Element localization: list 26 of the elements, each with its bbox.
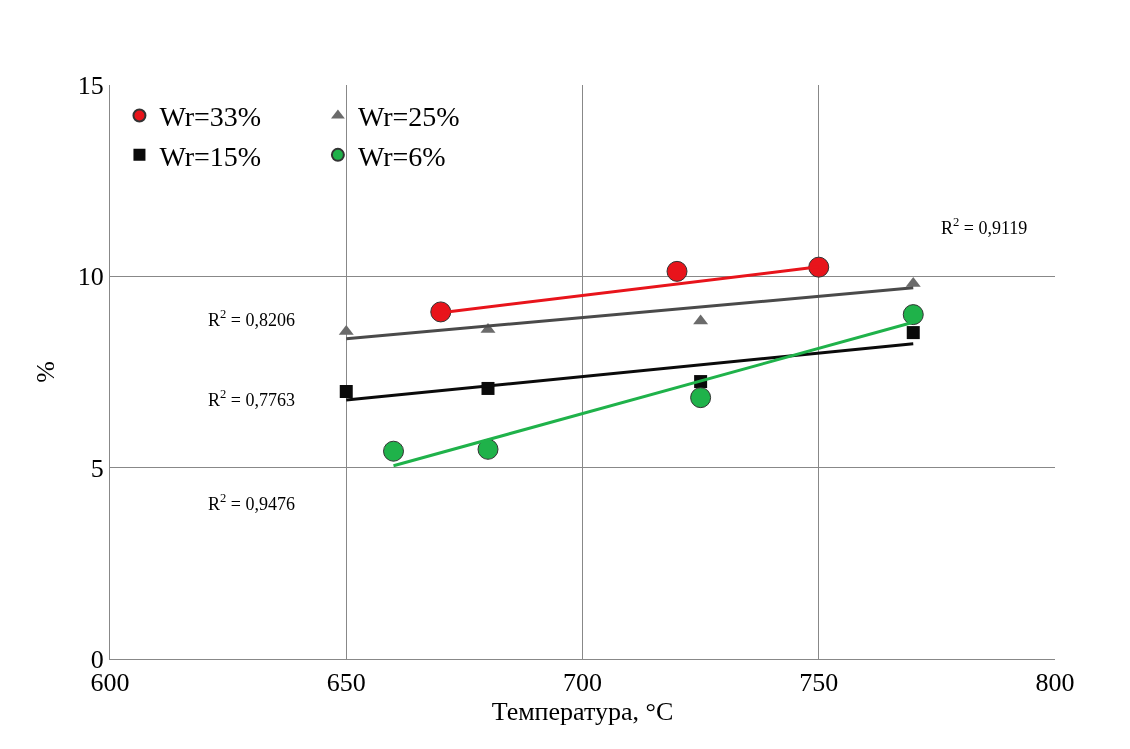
- point: [477, 438, 499, 460]
- y-tick-label: 10: [77, 262, 104, 292]
- annotation: R$^{2}$ = 0,8206: [208, 307, 295, 330]
- annotation: R$^{2}$ = 0,7763: [208, 387, 295, 410]
- point: [690, 387, 712, 409]
- legend-label: Wr=33%: [159, 101, 262, 133]
- point: [902, 304, 924, 326]
- point: [339, 385, 353, 399]
- point: [430, 301, 452, 323]
- y-axis-title: %: [31, 361, 61, 383]
- legend-label: Wr=15%: [159, 140, 262, 172]
- point: [666, 260, 688, 282]
- legend-label: Wr=25%: [357, 101, 460, 133]
- legend-label: Wr=6%: [357, 140, 446, 172]
- annotation: R$^{2}$ = 0,9476: [208, 491, 295, 514]
- x-tick-label: 700: [563, 668, 602, 698]
- annotation: R$^{2}$ = 0,9119: [941, 215, 1028, 238]
- point: [383, 440, 404, 462]
- y-tick-label: 15: [77, 71, 104, 101]
- point: [808, 256, 830, 278]
- x-axis-title: Температура, °C: [491, 697, 674, 727]
- point: [906, 326, 920, 340]
- y-tick-label: 5: [90, 453, 104, 483]
- x-tick-label: 800: [1035, 668, 1075, 698]
- x-tick-label: 650: [326, 668, 366, 698]
- x-tick-label: 750: [799, 668, 839, 698]
